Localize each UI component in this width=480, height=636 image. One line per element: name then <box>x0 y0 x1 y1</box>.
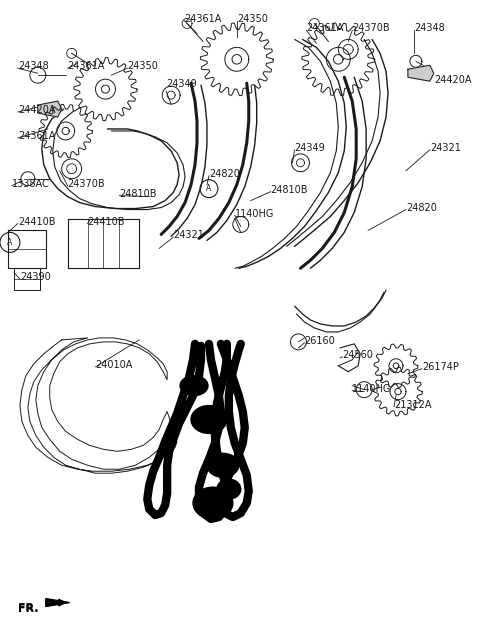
Text: FR.: FR. <box>18 604 38 614</box>
Text: 24410B: 24410B <box>18 216 55 226</box>
Text: 26174P: 26174P <box>422 362 459 372</box>
Text: 24349: 24349 <box>295 143 325 153</box>
Text: 24390: 24390 <box>20 272 51 282</box>
Text: 24420A: 24420A <box>434 75 471 85</box>
Text: 26160: 26160 <box>304 336 335 346</box>
Text: 24820: 24820 <box>406 203 437 212</box>
Ellipse shape <box>193 487 233 519</box>
Ellipse shape <box>207 453 239 477</box>
Text: 24361A: 24361A <box>68 61 105 71</box>
Text: 24361A: 24361A <box>184 13 221 24</box>
Text: 1140HG: 1140HG <box>352 384 392 394</box>
Text: 24410B: 24410B <box>87 216 125 226</box>
Text: 21312A: 21312A <box>394 399 432 410</box>
Text: 24361A: 24361A <box>306 24 344 34</box>
Polygon shape <box>408 66 434 81</box>
Text: 24321: 24321 <box>173 230 204 240</box>
Text: 24348: 24348 <box>414 24 444 34</box>
Polygon shape <box>38 101 62 117</box>
Text: 24810B: 24810B <box>120 189 157 198</box>
Text: 24370B: 24370B <box>352 24 390 34</box>
Ellipse shape <box>217 479 241 499</box>
Text: A: A <box>7 238 12 247</box>
Text: 24370B: 24370B <box>68 179 105 189</box>
Text: 24420A: 24420A <box>18 105 55 115</box>
Ellipse shape <box>180 376 208 396</box>
Text: 24810B: 24810B <box>271 184 308 195</box>
Text: 24350: 24350 <box>127 61 158 71</box>
Polygon shape <box>46 598 70 607</box>
Text: A: A <box>206 184 212 193</box>
Text: 24820: 24820 <box>209 169 240 179</box>
Text: 24361A: 24361A <box>18 131 55 141</box>
Ellipse shape <box>191 406 227 433</box>
Text: FR.: FR. <box>18 602 38 612</box>
Text: 1140HG: 1140HG <box>235 209 274 219</box>
Text: 1338AC: 1338AC <box>12 179 50 189</box>
Text: 24560: 24560 <box>342 350 373 360</box>
Text: 24350: 24350 <box>237 13 268 24</box>
Text: 24349: 24349 <box>166 80 197 89</box>
Text: 24348: 24348 <box>18 61 48 71</box>
Text: 24010A: 24010A <box>96 360 133 370</box>
Text: 24321: 24321 <box>430 143 461 153</box>
